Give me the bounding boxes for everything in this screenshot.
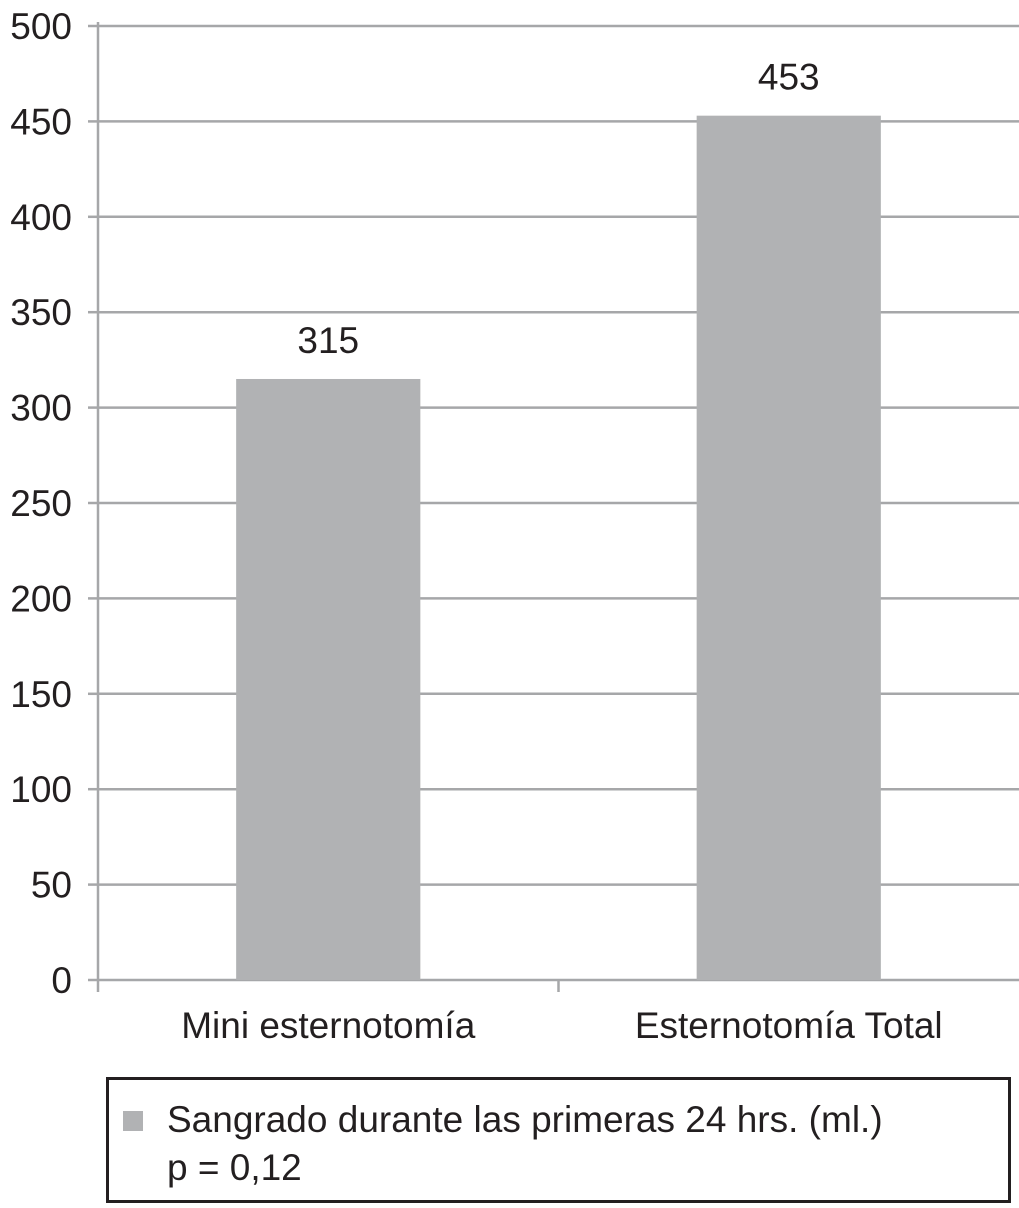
y-tick-label: 150 [10,674,72,715]
y-tick-label: 50 [31,865,72,906]
y-tick-label: 100 [10,769,72,810]
y-tick-label: 350 [10,292,72,333]
data-label: 315 [297,320,359,361]
y-tick-label: 500 [10,6,72,47]
data-label: 453 [758,57,820,98]
y-tick-label: 450 [10,101,72,142]
bar-chart: 0 50 100 150 200 250 300 350 400 450 500 315 Mini es… [10,6,1019,1046]
bar [696,115,881,980]
p-value-note: p = 0,12 [167,1147,302,1188]
bar [236,378,421,981]
legend-swatch [123,1111,143,1131]
legend-label: Sangrado durante las primeras 24 hrs. (m… [167,1099,883,1140]
y-tick-label: 200 [10,578,72,619]
y-tick-label: 0 [51,960,72,1001]
category-label: Mini esternotomía [181,1005,475,1046]
legend: Sangrado durante las primeras 24 hrs. (m… [106,1077,1011,1203]
category-label: Esternotomía Total [635,1005,943,1046]
y-tick-label: 400 [10,197,72,238]
y-tick-label: 250 [10,483,72,524]
y-tick-label: 300 [10,388,72,429]
chart-svg: 0 50 100 150 200 250 300 350 400 450 500 315 Mini es… [10,6,1019,1046]
